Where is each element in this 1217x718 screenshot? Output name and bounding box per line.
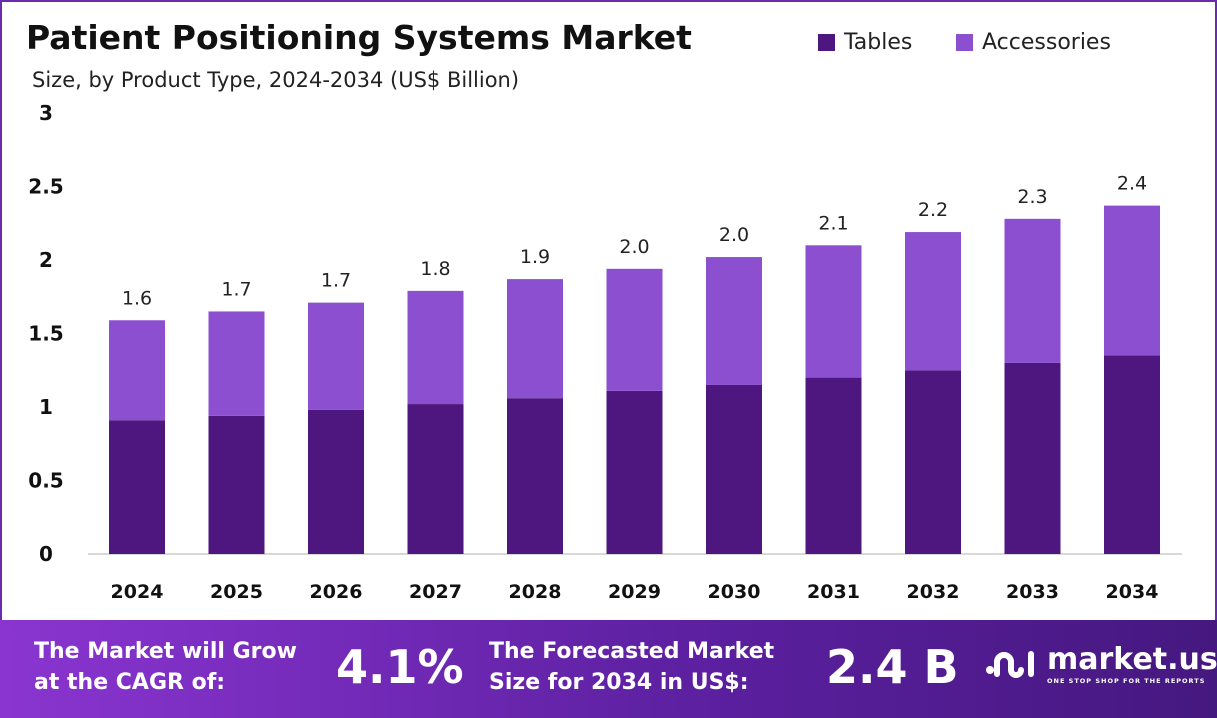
y-tick-label: 1.5 xyxy=(28,322,63,346)
legend-label-accessories: Accessories xyxy=(982,30,1111,55)
bar-tables-2034 xyxy=(1104,355,1160,554)
bar-tables-2024 xyxy=(109,420,165,554)
forecast-label-line1: The Forecasted Market xyxy=(489,639,775,664)
bar-tables-2031 xyxy=(805,377,862,554)
bar-accessories-2034 xyxy=(1104,205,1160,356)
x-tick-label: 2033 xyxy=(1006,581,1059,603)
cagr-label-line2: at the CAGR of: xyxy=(34,670,226,695)
x-tick-label: 2030 xyxy=(708,581,761,603)
y-tick-label: 1 xyxy=(39,395,53,419)
legend-label-tables: Tables xyxy=(844,30,913,55)
data-label-2032: 2.2 xyxy=(918,199,948,221)
forecast-value: 2.4 B xyxy=(826,640,959,694)
x-tick-label: 2025 xyxy=(210,581,263,603)
bar-tables-2032 xyxy=(905,370,961,554)
legend-swatch-accessories xyxy=(956,34,973,51)
forecast-label: The Forecasted Market Size for 2034 in U… xyxy=(489,636,774,698)
data-label-2034: 2.4 xyxy=(1117,173,1147,195)
x-tick-label: 2031 xyxy=(807,581,860,603)
bar-accessories-2024 xyxy=(109,320,165,421)
bar-tables-2026 xyxy=(308,409,364,554)
x-tick-label: 2034 xyxy=(1106,581,1159,603)
forecast-label-line2: Size for 2034 in US$: xyxy=(489,670,749,695)
cagr-label-line1: The Market will Grow xyxy=(34,639,297,664)
x-tick-label: 2029 xyxy=(608,581,661,603)
chart-subtitle: Size, by Product Type, 2024-2034 (US$ Bi… xyxy=(32,68,520,92)
y-tick-label: 3 xyxy=(39,101,53,125)
bar-accessories-2027 xyxy=(407,290,464,405)
data-label-2031: 2.1 xyxy=(818,212,848,234)
data-label-2028: 1.9 xyxy=(520,246,550,268)
y-tick-label: 2.5 xyxy=(28,175,63,199)
footer-banner: The Market will Grow at the CAGR of: 4.1… xyxy=(0,620,1217,718)
data-label-2025: 1.7 xyxy=(221,278,251,300)
market-us-logo: market.us ONE STOP SHOP FOR THE REPORTS xyxy=(985,642,1217,685)
y-tick-label: 0.5 xyxy=(28,469,63,493)
legend-item-tables: Tables xyxy=(818,30,912,55)
x-tick-label: 2027 xyxy=(409,581,462,603)
legend-swatch-tables xyxy=(818,34,835,51)
logo-icon xyxy=(986,650,1034,678)
bar-tables-2025 xyxy=(208,415,265,554)
bar-tables-2033 xyxy=(1004,362,1061,554)
brand-name: market.us xyxy=(1047,642,1217,677)
bar-accessories-2032 xyxy=(905,232,961,371)
bar-tables-2029 xyxy=(606,390,663,554)
bar-accessories-2026 xyxy=(308,302,364,410)
x-tick-label: 2026 xyxy=(310,581,363,603)
y-tick-label: 2 xyxy=(39,248,53,272)
y-tick-label: 0 xyxy=(39,542,53,566)
bar-tables-2030 xyxy=(706,384,762,554)
data-label-2024: 1.6 xyxy=(122,287,152,309)
bar-accessories-2029 xyxy=(606,268,663,391)
cagr-value: 4.1% xyxy=(336,640,464,694)
data-label-2026: 1.7 xyxy=(321,270,351,292)
bar-accessories-2031 xyxy=(805,245,862,378)
legend-item-accessories: Accessories xyxy=(956,30,1111,55)
bar-accessories-2033 xyxy=(1004,218,1061,363)
chart-title: Patient Positioning Systems Market xyxy=(26,18,692,57)
data-label-2027: 1.8 xyxy=(420,258,450,280)
bar-accessories-2030 xyxy=(706,257,762,385)
x-tick-label: 2028 xyxy=(509,581,562,603)
bar-accessories-2025 xyxy=(208,311,265,416)
bar-tables-2028 xyxy=(507,398,563,554)
bar-accessories-2028 xyxy=(507,279,563,399)
brand-tagline: ONE STOP SHOP FOR THE REPORTS xyxy=(1047,677,1206,685)
bar-chart: 0 0.5 1 1.5 2 2.5 3 1.6 2024 1.7 2025 1.7 2026 1.8 202… xyxy=(28,101,1182,603)
data-label-2033: 2.3 xyxy=(1017,186,1047,208)
data-label-2029: 2.0 xyxy=(619,236,649,258)
cagr-label: The Market will Grow at the CAGR of: xyxy=(34,636,297,698)
data-label-2030: 2.0 xyxy=(719,224,749,246)
bar-tables-2027 xyxy=(407,404,464,554)
x-tick-label: 2032 xyxy=(907,581,960,603)
x-tick-label: 2024 xyxy=(111,581,164,603)
